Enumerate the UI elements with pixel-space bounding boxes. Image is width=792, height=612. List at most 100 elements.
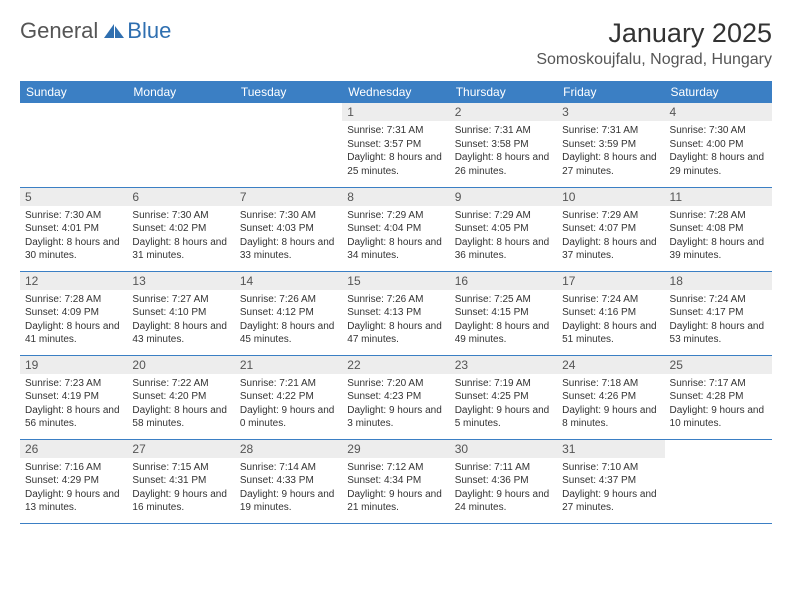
day-number: 11 bbox=[665, 188, 772, 206]
calendar-day-cell: 2Sunrise: 7:31 AMSunset: 3:58 PMDaylight… bbox=[450, 103, 557, 187]
day-number: 2 bbox=[450, 103, 557, 121]
calendar-day-cell: 31Sunrise: 7:10 AMSunset: 4:37 PMDayligh… bbox=[557, 439, 664, 523]
calendar-day-cell: 11Sunrise: 7:28 AMSunset: 4:08 PMDayligh… bbox=[665, 187, 772, 271]
daylight-line: Daylight: 9 hours and 8 minutes. bbox=[562, 404, 659, 431]
day-details: Sunrise: 7:28 AMSunset: 4:09 PMDaylight:… bbox=[20, 290, 127, 351]
day-details: Sunrise: 7:11 AMSunset: 4:36 PMDaylight:… bbox=[450, 458, 557, 519]
day-number: 30 bbox=[450, 440, 557, 458]
calendar-empty-cell bbox=[235, 103, 342, 187]
sunset-line: Sunset: 4:12 PM bbox=[240, 306, 337, 320]
day-details: Sunrise: 7:14 AMSunset: 4:33 PMDaylight:… bbox=[235, 458, 342, 519]
day-details: Sunrise: 7:30 AMSunset: 4:02 PMDaylight:… bbox=[127, 206, 234, 267]
logo-text-blue: Blue bbox=[127, 18, 171, 44]
sunset-line: Sunset: 4:17 PM bbox=[670, 306, 767, 320]
calendar-week-row: 12Sunrise: 7:28 AMSunset: 4:09 PMDayligh… bbox=[20, 271, 772, 355]
daylight-line: Daylight: 8 hours and 25 minutes. bbox=[347, 151, 444, 178]
calendar-week-row: 1Sunrise: 7:31 AMSunset: 3:57 PMDaylight… bbox=[20, 103, 772, 187]
sunrise-line: Sunrise: 7:10 AM bbox=[562, 461, 659, 475]
logo-sail-icon bbox=[103, 23, 125, 39]
day-details: Sunrise: 7:26 AMSunset: 4:12 PMDaylight:… bbox=[235, 290, 342, 351]
calendar-empty-cell bbox=[127, 103, 234, 187]
calendar-week-row: 26Sunrise: 7:16 AMSunset: 4:29 PMDayligh… bbox=[20, 439, 772, 523]
sunrise-line: Sunrise: 7:22 AM bbox=[132, 377, 229, 391]
calendar-day-cell: 9Sunrise: 7:29 AMSunset: 4:05 PMDaylight… bbox=[450, 187, 557, 271]
calendar-day-cell: 4Sunrise: 7:30 AMSunset: 4:00 PMDaylight… bbox=[665, 103, 772, 187]
day-details: Sunrise: 7:23 AMSunset: 4:19 PMDaylight:… bbox=[20, 374, 127, 435]
sunrise-line: Sunrise: 7:14 AM bbox=[240, 461, 337, 475]
sunset-line: Sunset: 4:01 PM bbox=[25, 222, 122, 236]
sunrise-line: Sunrise: 7:30 AM bbox=[670, 124, 767, 138]
daylight-line: Daylight: 8 hours and 41 minutes. bbox=[25, 320, 122, 347]
sunset-line: Sunset: 3:59 PM bbox=[562, 138, 659, 152]
sunset-line: Sunset: 4:37 PM bbox=[562, 474, 659, 488]
location: Somoskoujfalu, Nograd, Hungary bbox=[536, 51, 772, 69]
daylight-line: Daylight: 8 hours and 47 minutes. bbox=[347, 320, 444, 347]
day-details: Sunrise: 7:12 AMSunset: 4:34 PMDaylight:… bbox=[342, 458, 449, 519]
daylight-line: Daylight: 8 hours and 49 minutes. bbox=[455, 320, 552, 347]
calendar-day-cell: 15Sunrise: 7:26 AMSunset: 4:13 PMDayligh… bbox=[342, 271, 449, 355]
sunset-line: Sunset: 4:31 PM bbox=[132, 474, 229, 488]
sunset-line: Sunset: 4:10 PM bbox=[132, 306, 229, 320]
day-details: Sunrise: 7:22 AMSunset: 4:20 PMDaylight:… bbox=[127, 374, 234, 435]
sunrise-line: Sunrise: 7:28 AM bbox=[670, 209, 767, 223]
day-details: Sunrise: 7:19 AMSunset: 4:25 PMDaylight:… bbox=[450, 374, 557, 435]
daylight-line: Daylight: 9 hours and 19 minutes. bbox=[240, 488, 337, 515]
day-details: Sunrise: 7:25 AMSunset: 4:15 PMDaylight:… bbox=[450, 290, 557, 351]
daylight-line: Daylight: 8 hours and 43 minutes. bbox=[132, 320, 229, 347]
calendar-day-cell: 13Sunrise: 7:27 AMSunset: 4:10 PMDayligh… bbox=[127, 271, 234, 355]
day-number: 1 bbox=[342, 103, 449, 121]
sunrise-line: Sunrise: 7:20 AM bbox=[347, 377, 444, 391]
day-number: 15 bbox=[342, 272, 449, 290]
day-number: 4 bbox=[665, 103, 772, 121]
sunset-line: Sunset: 4:09 PM bbox=[25, 306, 122, 320]
day-number: 3 bbox=[557, 103, 664, 121]
sunrise-line: Sunrise: 7:15 AM bbox=[132, 461, 229, 475]
daylight-line: Daylight: 8 hours and 27 minutes. bbox=[562, 151, 659, 178]
calendar-day-cell: 30Sunrise: 7:11 AMSunset: 4:36 PMDayligh… bbox=[450, 439, 557, 523]
month-title: January 2025 bbox=[536, 18, 772, 49]
day-number: 19 bbox=[20, 356, 127, 374]
daylight-line: Daylight: 9 hours and 3 minutes. bbox=[347, 404, 444, 431]
calendar-day-cell: 19Sunrise: 7:23 AMSunset: 4:19 PMDayligh… bbox=[20, 355, 127, 439]
sunset-line: Sunset: 4:08 PM bbox=[670, 222, 767, 236]
sunset-line: Sunset: 3:58 PM bbox=[455, 138, 552, 152]
calendar-day-cell: 22Sunrise: 7:20 AMSunset: 4:23 PMDayligh… bbox=[342, 355, 449, 439]
day-number: 7 bbox=[235, 188, 342, 206]
sunrise-line: Sunrise: 7:18 AM bbox=[562, 377, 659, 391]
calendar-day-cell: 10Sunrise: 7:29 AMSunset: 4:07 PMDayligh… bbox=[557, 187, 664, 271]
calendar-day-cell: 17Sunrise: 7:24 AMSunset: 4:16 PMDayligh… bbox=[557, 271, 664, 355]
daylight-line: Daylight: 9 hours and 10 minutes. bbox=[670, 404, 767, 431]
sunrise-line: Sunrise: 7:31 AM bbox=[455, 124, 552, 138]
sunset-line: Sunset: 4:02 PM bbox=[132, 222, 229, 236]
sunrise-line: Sunrise: 7:30 AM bbox=[132, 209, 229, 223]
day-number: 8 bbox=[342, 188, 449, 206]
day-details: Sunrise: 7:18 AMSunset: 4:26 PMDaylight:… bbox=[557, 374, 664, 435]
day-number: 29 bbox=[342, 440, 449, 458]
calendar-day-cell: 5Sunrise: 7:30 AMSunset: 4:01 PMDaylight… bbox=[20, 187, 127, 271]
calendar-day-cell: 25Sunrise: 7:17 AMSunset: 4:28 PMDayligh… bbox=[665, 355, 772, 439]
sunset-line: Sunset: 4:20 PM bbox=[132, 390, 229, 404]
day-number: 24 bbox=[557, 356, 664, 374]
calendar-day-cell: 28Sunrise: 7:14 AMSunset: 4:33 PMDayligh… bbox=[235, 439, 342, 523]
header: General Blue January 2025 Somoskoujfalu,… bbox=[20, 18, 772, 69]
sunrise-line: Sunrise: 7:29 AM bbox=[562, 209, 659, 223]
day-details: Sunrise: 7:29 AMSunset: 4:04 PMDaylight:… bbox=[342, 206, 449, 267]
day-details: Sunrise: 7:28 AMSunset: 4:08 PMDaylight:… bbox=[665, 206, 772, 267]
sunrise-line: Sunrise: 7:12 AM bbox=[347, 461, 444, 475]
sunrise-line: Sunrise: 7:17 AM bbox=[670, 377, 767, 391]
sunrise-line: Sunrise: 7:27 AM bbox=[132, 293, 229, 307]
sunrise-line: Sunrise: 7:11 AM bbox=[455, 461, 552, 475]
day-number: 13 bbox=[127, 272, 234, 290]
daylight-line: Daylight: 9 hours and 24 minutes. bbox=[455, 488, 552, 515]
day-details: Sunrise: 7:27 AMSunset: 4:10 PMDaylight:… bbox=[127, 290, 234, 351]
daylight-line: Daylight: 8 hours and 37 minutes. bbox=[562, 236, 659, 263]
sunset-line: Sunset: 4:26 PM bbox=[562, 390, 659, 404]
sunset-line: Sunset: 4:19 PM bbox=[25, 390, 122, 404]
sunset-line: Sunset: 4:07 PM bbox=[562, 222, 659, 236]
sunset-line: Sunset: 4:03 PM bbox=[240, 222, 337, 236]
sunrise-line: Sunrise: 7:24 AM bbox=[670, 293, 767, 307]
sunset-line: Sunset: 4:34 PM bbox=[347, 474, 444, 488]
sunset-line: Sunset: 4:15 PM bbox=[455, 306, 552, 320]
weekday-header: Monday bbox=[127, 81, 234, 103]
day-details: Sunrise: 7:31 AMSunset: 3:57 PMDaylight:… bbox=[342, 121, 449, 182]
